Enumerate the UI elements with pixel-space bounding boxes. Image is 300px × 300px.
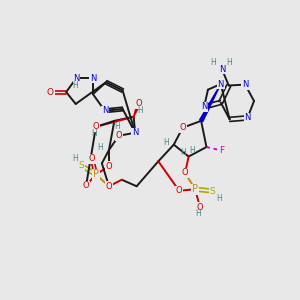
Text: P: P xyxy=(192,184,198,194)
Text: H: H xyxy=(72,154,78,164)
Text: H: H xyxy=(164,138,169,147)
Text: N: N xyxy=(219,65,225,74)
Text: P: P xyxy=(93,169,99,179)
Text: H: H xyxy=(180,148,186,157)
Text: S: S xyxy=(209,187,215,196)
Text: N: N xyxy=(73,74,80,82)
Text: H: H xyxy=(137,106,143,115)
Text: O: O xyxy=(93,122,99,131)
Text: O: O xyxy=(106,162,112,171)
Text: N: N xyxy=(201,102,207,111)
Text: H: H xyxy=(189,146,195,154)
Text: O: O xyxy=(89,154,95,164)
Text: O: O xyxy=(179,123,186,132)
Text: O: O xyxy=(176,186,182,195)
Text: H: H xyxy=(92,129,97,138)
Text: O: O xyxy=(47,88,54,97)
Text: N: N xyxy=(218,80,224,88)
Text: O: O xyxy=(83,181,89,190)
Polygon shape xyxy=(134,103,140,117)
Text: N: N xyxy=(102,106,108,115)
Text: O: O xyxy=(196,202,203,211)
Text: H: H xyxy=(211,58,217,67)
Text: F: F xyxy=(219,146,224,155)
Text: H: H xyxy=(72,81,78,90)
Text: N: N xyxy=(244,113,251,122)
Text: H: H xyxy=(114,122,120,131)
Text: S: S xyxy=(78,161,84,170)
Text: H: H xyxy=(216,194,222,203)
Text: N: N xyxy=(132,128,138,137)
Text: H: H xyxy=(196,209,201,218)
Text: N: N xyxy=(242,80,248,89)
Text: H: H xyxy=(97,142,103,152)
Polygon shape xyxy=(200,84,221,122)
Text: O: O xyxy=(182,168,188,177)
Text: O: O xyxy=(135,99,142,108)
Text: N: N xyxy=(90,74,96,82)
Text: H: H xyxy=(226,58,232,67)
Text: O: O xyxy=(106,182,112,191)
Text: O: O xyxy=(116,131,122,140)
